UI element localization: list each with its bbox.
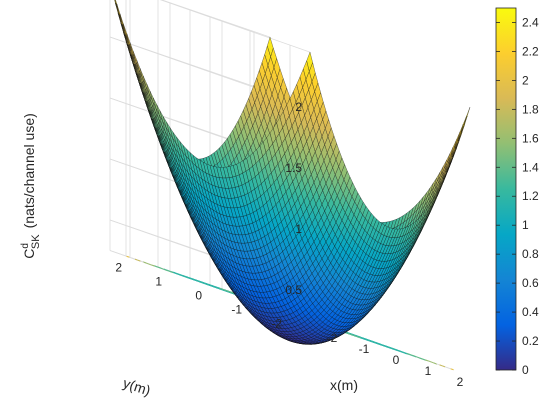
colorbar-tick-label: 0.2	[522, 334, 539, 348]
colorbar-tick-label: 0.6	[522, 276, 539, 290]
x-tick-label: 1	[425, 364, 432, 378]
colorbar-tick-label: 0	[522, 363, 529, 377]
z-axis-label-units: (nats/channel use)	[21, 113, 37, 228]
colorbar-tick-label: 1.8	[522, 102, 539, 116]
y-tick-label: -1	[231, 303, 242, 317]
z-axis-label: CdSK (nats/channel use)	[20, 113, 42, 259]
axis-ticks: 0.5 1 1.5 2 -2 -1 0 1 2 -2 -1 0 1 2	[115, 100, 463, 389]
x-tick-label: 2	[457, 375, 464, 389]
z-tick-label: 0.5	[285, 283, 302, 297]
y-axis-label: y(m)	[121, 375, 153, 399]
colorbar-tick-label: 0.4	[522, 305, 539, 319]
colorbar	[495, 7, 517, 371]
surface-patch	[463, 107, 471, 125]
colorbar-tick-label: 2	[522, 73, 529, 87]
surface-plot	[114, 0, 471, 345]
x-tick-label: 0	[393, 353, 400, 367]
colorbar-tick-label: 2.4	[522, 15, 539, 29]
z-tick-label: 1.5	[285, 161, 302, 175]
x-axis-label: x(m)	[330, 377, 358, 393]
z-tick-label: 2	[295, 100, 302, 114]
y-tick-label: -2	[271, 317, 282, 331]
colorbar-ticks: 0 0.2 0.4 0.6 0.8 1 1.2 1.4 1.6 1.8 2 2.2 2.4	[496, 15, 539, 377]
z-axis-label-subscript: SK	[30, 234, 42, 249]
z-axis-label-text: CdSK (nats/channel use)	[20, 113, 42, 259]
z-axis-label-superscript: d	[20, 243, 31, 249]
colorbar-tick-label: 1.4	[522, 160, 539, 174]
colorbar-tick-label: 1.6	[522, 131, 539, 145]
y-tick-label: 2	[115, 261, 122, 275]
grid-line	[159, 0, 311, 53]
colorbar-tick-label: 1	[522, 218, 529, 232]
colorbar-tick-label: 0.8	[522, 247, 539, 261]
z-tick-label: 1	[295, 222, 302, 236]
x-tick-label: -1	[359, 342, 370, 356]
z-axis-label-main: C	[21, 249, 37, 259]
x-tick-label: -2	[327, 331, 338, 345]
colorbar-tick-label: 1.2	[522, 189, 539, 203]
y-tick-label: 0	[195, 289, 202, 303]
colorbar-tick-label: 2.2	[522, 44, 539, 58]
y-tick-label: 1	[155, 275, 162, 289]
